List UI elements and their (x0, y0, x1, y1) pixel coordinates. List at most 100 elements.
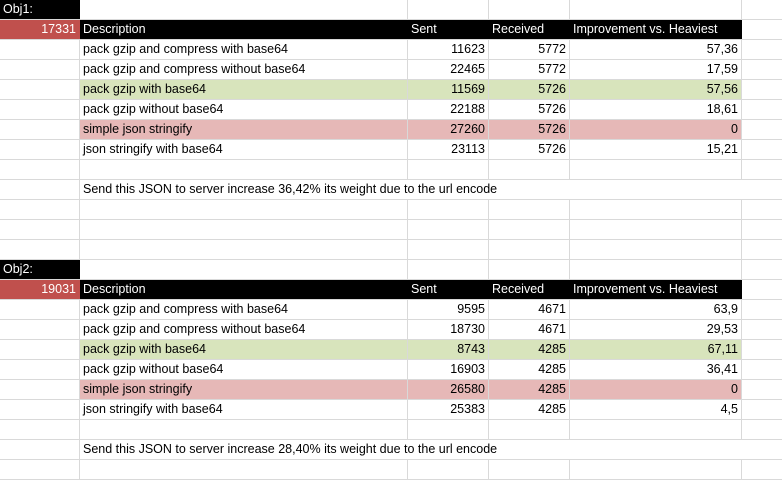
received-cell[interactable]: 4671 (489, 320, 570, 339)
empty-cell[interactable] (80, 260, 408, 279)
description-cell[interactable]: simple json stringify (80, 380, 408, 399)
obj2-label-cell[interactable]: Obj2: (0, 260, 80, 279)
empty-cell[interactable] (570, 0, 742, 19)
empty-cell[interactable] (742, 420, 782, 439)
improvement-cell[interactable]: 18,61 (570, 100, 742, 119)
received-cell[interactable]: 5726 (489, 100, 570, 119)
empty-cell[interactable] (0, 460, 80, 479)
description-cell[interactable]: pack gzip without base64 (80, 360, 408, 379)
empty-cell[interactable] (570, 460, 742, 479)
description-cell[interactable]: simple json stringify (80, 120, 408, 139)
improvement-cell[interactable]: 0 (570, 380, 742, 399)
empty-cell[interactable] (489, 240, 570, 259)
empty-cell[interactable] (742, 260, 782, 279)
received-cell[interactable]: 4285 (489, 380, 570, 399)
empty-cell[interactable] (0, 60, 80, 79)
obj1-label-cell[interactable]: Obj1: (0, 0, 80, 19)
empty-cell[interactable] (489, 200, 570, 219)
empty-cell[interactable] (742, 140, 782, 159)
obj2-size-cell[interactable]: 19031 (0, 280, 80, 299)
empty-cell[interactable] (570, 260, 742, 279)
obj1-note[interactable]: Send this JSON to server increase 36,42%… (83, 182, 498, 196)
empty-cell[interactable] (742, 80, 782, 99)
empty-cell[interactable] (742, 340, 782, 359)
received-cell[interactable]: 4285 (489, 360, 570, 379)
improvement-cell[interactable]: 4,5 (570, 400, 742, 419)
description-cell[interactable]: pack gzip with base64 (80, 340, 408, 359)
empty-cell[interactable] (0, 220, 80, 239)
received-cell[interactable]: 5726 (489, 120, 570, 139)
empty-cell[interactable] (742, 120, 782, 139)
empty-cell[interactable] (489, 260, 570, 279)
empty-cell[interactable] (489, 420, 570, 439)
empty-cell[interactable] (0, 200, 80, 219)
empty-cell[interactable] (742, 200, 782, 219)
empty-cell[interactable] (0, 160, 80, 179)
empty-cell[interactable] (0, 380, 80, 399)
improvement-cell[interactable]: 63,9 (570, 300, 742, 319)
received-cell[interactable]: 4285 (489, 400, 570, 419)
empty-cell[interactable] (0, 40, 80, 59)
empty-cell[interactable] (489, 460, 570, 479)
sent-cell[interactable]: 8743 (408, 340, 489, 359)
sent-cell[interactable]: 11623 (408, 40, 489, 59)
empty-cell[interactable] (742, 100, 782, 119)
description-cell[interactable]: pack gzip and compress with base64 (80, 300, 408, 319)
received-cell[interactable]: 4671 (489, 300, 570, 319)
empty-cell[interactable] (742, 280, 782, 299)
sent-cell[interactable]: 23113 (408, 140, 489, 159)
description-cell[interactable]: json stringify with base64 (80, 400, 408, 419)
header-sent[interactable]: Sent (408, 20, 489, 39)
empty-cell[interactable] (0, 240, 80, 259)
empty-cell[interactable] (408, 200, 489, 219)
empty-cell[interactable] (489, 220, 570, 239)
empty-cell[interactable] (742, 20, 782, 39)
empty-cell[interactable] (408, 420, 489, 439)
empty-cell[interactable] (80, 200, 408, 219)
sent-cell[interactable]: 16903 (408, 360, 489, 379)
improvement-cell[interactable]: 57,56 (570, 80, 742, 99)
empty-cell[interactable] (0, 180, 80, 199)
obj2-note[interactable]: Send this JSON to server increase 28,40%… (83, 442, 498, 456)
empty-cell[interactable] (742, 360, 782, 379)
improvement-cell[interactable]: 67,11 (570, 340, 742, 359)
sent-cell[interactable]: 22465 (408, 60, 489, 79)
empty-cell[interactable] (0, 320, 80, 339)
empty-cell[interactable] (742, 0, 782, 19)
empty-cell[interactable] (489, 0, 570, 19)
empty-cell[interactable] (742, 160, 782, 179)
empty-cell[interactable] (408, 160, 489, 179)
empty-cell[interactable] (570, 220, 742, 239)
header-improvement[interactable]: Improvement vs. Heaviest (570, 280, 742, 299)
empty-cell[interactable] (0, 300, 80, 319)
description-cell[interactable]: pack gzip without base64 (80, 100, 408, 119)
empty-cell[interactable] (0, 360, 80, 379)
empty-cell[interactable] (0, 140, 80, 159)
empty-cell[interactable] (0, 80, 80, 99)
received-cell[interactable]: 5726 (489, 80, 570, 99)
empty-cell[interactable] (80, 420, 408, 439)
empty-cell[interactable] (742, 240, 782, 259)
empty-cell[interactable] (408, 220, 489, 239)
empty-cell[interactable] (80, 160, 408, 179)
improvement-cell[interactable]: 15,21 (570, 140, 742, 159)
empty-cell[interactable] (742, 400, 782, 419)
sent-cell[interactable]: 11569 (408, 80, 489, 99)
empty-cell[interactable] (742, 40, 782, 59)
description-cell[interactable]: pack gzip and compress without base64 (80, 320, 408, 339)
empty-cell[interactable] (408, 460, 489, 479)
sent-cell[interactable]: 18730 (408, 320, 489, 339)
empty-cell[interactable] (570, 240, 742, 259)
empty-cell[interactable] (408, 240, 489, 259)
empty-cell[interactable] (742, 380, 782, 399)
empty-cell[interactable] (0, 340, 80, 359)
sent-cell[interactable]: 22188 (408, 100, 489, 119)
empty-cell[interactable] (0, 100, 80, 119)
sent-cell[interactable]: 9595 (408, 300, 489, 319)
improvement-cell[interactable]: 29,53 (570, 320, 742, 339)
header-description[interactable]: Description (80, 280, 408, 299)
header-received[interactable]: Received (489, 280, 570, 299)
empty-cell[interactable] (80, 460, 408, 479)
empty-cell[interactable] (742, 220, 782, 239)
empty-cell[interactable] (570, 160, 742, 179)
